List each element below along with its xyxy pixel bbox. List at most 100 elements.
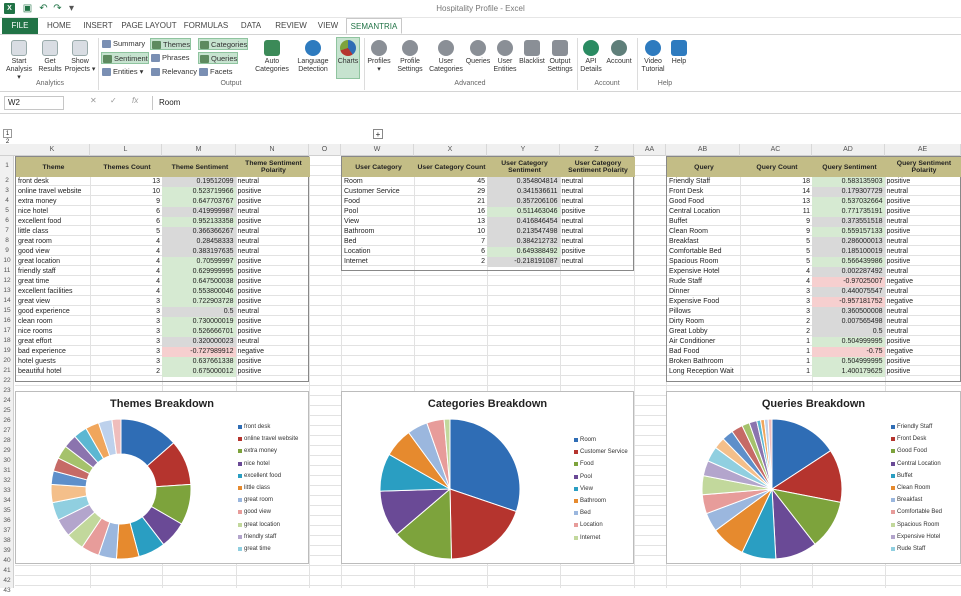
query-cell[interactable]: 1 [806,348,811,355]
row-header[interactable]: 32 [3,477,11,484]
query-cell[interactable]: neutral [886,328,908,335]
query-cell[interactable]: 11 [802,208,811,215]
query-cell[interactable]: negative [886,348,913,355]
pie-slice-internet[interactable] [443,418,451,490]
row-header[interactable]: 34 [3,497,11,504]
themes-cell[interactable]: 0.647500038 [162,277,236,287]
query-cell[interactable]: 2 [806,318,811,325]
relevancy-button[interactable]: Relevancy [150,66,197,78]
pie-slice-friendly-staff[interactable] [771,418,832,490]
themes-cell[interactable]: hotel guests [18,358,56,365]
tab-file[interactable]: FILE [2,18,38,34]
facets-button[interactable]: Facets [198,66,233,78]
themes-cell[interactable]: 3 [156,338,160,345]
query-cell[interactable]: 3 [806,288,811,295]
query-cell[interactable]: Clean Room [669,228,708,235]
sentiment-button[interactable]: Sentiment [101,52,149,64]
themes-cell[interactable]: positive [237,368,262,375]
query-cell[interactable]: 9 [806,228,811,235]
themes-cell[interactable]: 4 [156,248,160,255]
category-cell[interactable]: 7 [481,238,485,245]
themes-cell[interactable]: friendly staff [18,268,56,275]
themes-cell[interactable]: bad experience [18,348,66,355]
query-cell[interactable]: Good Food [669,198,705,205]
pie-slice-beautiful-hotel[interactable] [111,418,122,455]
formula-input[interactable]: Room [152,96,957,110]
themes-cell[interactable]: 0.647703767 [162,197,236,207]
language-detection-button[interactable]: Language Detection [294,38,332,74]
pie-slice-room[interactable] [449,418,521,513]
query-cell[interactable]: 5 [806,258,811,265]
row-header[interactable]: 23 [3,387,11,394]
themes-cell[interactable]: 0.730000019 [162,317,236,327]
row-header[interactable]: 36 [3,517,11,524]
row-header[interactable]: 17 [3,327,11,334]
column-header-m[interactable]: M [162,144,236,156]
column-header-ad[interactable]: AD [812,144,885,156]
pie-slice-food[interactable] [396,487,452,560]
query-cell[interactable]: positive [886,358,911,365]
tab-page-layout[interactable]: PAGE LAYOUT [121,21,177,30]
themes-cell[interactable]: positive [237,188,262,195]
category-cell[interactable]: Room [344,178,363,185]
query-cell[interactable]: -0.97025007 [812,277,885,287]
query-cell[interactable]: 0.504999995 [812,357,885,367]
query-cell[interactable]: 4 [806,268,811,275]
category-cell[interactable]: -0.218191087 [487,257,560,267]
themes-cell[interactable]: 2 [156,368,160,375]
themes-cell[interactable]: 0.629999995 [162,267,236,277]
themes-cell[interactable]: 10 [152,188,160,195]
themes-cell[interactable]: online travel website [18,188,82,195]
output-settings-button[interactable]: Output Settings [546,38,574,74]
undo-icon[interactable]: ↶ [39,3,48,14]
column-header-n[interactable]: N [236,144,309,156]
category-cell[interactable]: neutral [561,228,583,235]
query-cell[interactable]: 0.002287492 [812,267,885,277]
query-cell[interactable]: 13 [802,198,811,205]
pie-slice-customer-service[interactable] [449,488,517,560]
tab-home[interactable]: HOME [47,21,71,30]
query-cell[interactable]: 1 [806,368,811,375]
themes-cell[interactable]: 4 [156,238,160,245]
category-cell[interactable]: 6 [481,248,485,255]
query-cell[interactable]: positive [886,338,911,345]
redo-icon[interactable]: ↷ [53,3,62,14]
row-header[interactable]: 4 [5,197,9,204]
themes-cell[interactable]: 0.722903728 [162,297,236,307]
query-cell[interactable]: 4 [806,278,811,285]
themes-cell[interactable]: 0.70599997 [162,257,236,267]
themes-cell[interactable]: great room [18,238,52,245]
row-header[interactable]: 26 [3,417,11,424]
query-cell[interactable]: 3 [806,298,811,305]
query-cell[interactable]: positive [886,258,911,265]
themes-cell[interactable]: 0.28458333 [162,237,236,247]
row-header[interactable]: 18 [3,337,11,344]
row-header[interactable]: 11 [3,267,11,274]
query-cell[interactable]: negative [886,278,913,285]
row-header[interactable]: 1 [5,162,9,169]
query-cell[interactable]: 14 [802,188,811,195]
query-cell[interactable]: Spacious Room [669,258,719,265]
themes-cell[interactable]: positive [237,358,262,365]
charts-button[interactable]: Charts [336,37,360,79]
category-cell[interactable]: Internet [344,258,368,265]
themes-cell[interactable]: 0.419999987 [162,207,236,217]
query-cell[interactable]: 0.185100019 [812,247,885,257]
themes-cell[interactable]: 0.523719966 [162,187,236,197]
show-projects-button[interactable]: Show Projects ▾ [64,38,96,74]
themes-cell[interactable]: 3 [156,308,160,315]
category-cell[interactable]: 0.341536611 [487,187,560,197]
expand-group-button[interactable]: + [373,129,383,139]
query-cell[interactable]: 1 [806,358,811,365]
category-cell[interactable]: 0.213547498 [487,227,560,237]
row-header[interactable]: 28 [3,437,11,444]
category-cell[interactable]: neutral [561,178,583,185]
themes-cell[interactable]: nice rooms [18,328,53,335]
query-cell[interactable]: neutral [886,238,908,245]
themes-cell[interactable]: positive [237,268,262,275]
themes-cell[interactable]: 0.526666701 [162,327,236,337]
categories-button[interactable]: Categories [198,38,249,50]
query-cell[interactable]: neutral [886,308,908,315]
themes-cell[interactable]: 9 [156,198,160,205]
themes-cell[interactable]: -0.727989912 [162,347,236,357]
